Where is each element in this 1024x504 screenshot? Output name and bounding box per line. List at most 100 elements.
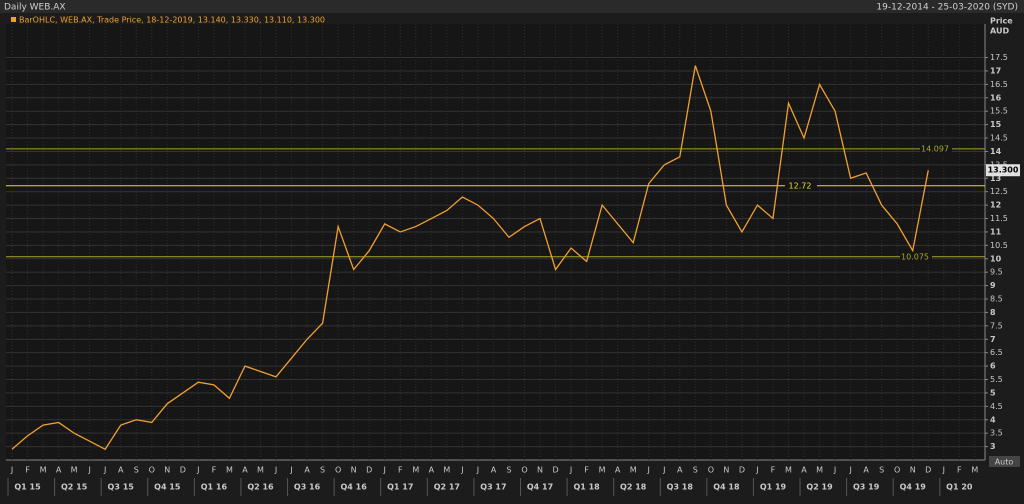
x-tick-label: O (521, 466, 527, 475)
quarter-label: Q4 16 (341, 483, 368, 492)
auto-button[interactable] (989, 456, 1020, 467)
x-tick-label: A (56, 466, 62, 475)
x-tick-label: J (460, 466, 463, 475)
x-tick-label: M (257, 466, 264, 475)
chart-title: Daily WEB.AX (4, 3, 66, 13)
x-tick-label: J (196, 466, 199, 475)
x-tick-label: J (942, 466, 945, 475)
quarter-label: Q3 18 (667, 483, 694, 492)
last-price-label: 13.300 (988, 166, 1019, 175)
y-tick-label: 16 (990, 93, 1002, 102)
x-tick-label: M (816, 466, 823, 475)
quarter-label: Q1 19 (760, 483, 787, 492)
y-tick-label: 7 (990, 335, 996, 344)
y-tick-label: 12 (990, 201, 1001, 210)
y-tick-label: 15 (990, 120, 1002, 129)
legend-swatch (11, 17, 16, 22)
y-tick-label: 11.5 (990, 214, 1008, 223)
quarter-label: Q1 15 (14, 483, 41, 492)
legend-entry: BarOHLC, WEB.AX, Trade Price, 18-12-2019… (19, 16, 325, 25)
x-tick-label: J (833, 466, 836, 475)
y-tick-label: 14.5 (990, 134, 1008, 143)
x-tick-label: S (506, 466, 511, 475)
x-tick-label: J (755, 466, 758, 475)
quarter-label: Q3 16 (294, 483, 321, 492)
quarter-label: Q1 18 (573, 483, 600, 492)
x-tick-label: O (335, 466, 341, 475)
y-tick-label: 11 (990, 227, 1002, 236)
y-tick-label: 17.5 (990, 53, 1008, 62)
y-tick-label: 9 (990, 281, 996, 290)
quarter-label: Q4 17 (527, 483, 553, 492)
price-line (11, 65, 929, 451)
x-tick-label: F (398, 466, 403, 475)
x-tick-label: A (615, 466, 621, 475)
y-tick-label: 14 (990, 147, 1002, 156)
x-tick-label: F (771, 466, 776, 475)
y-tick-label: 16.5 (990, 80, 1008, 89)
x-tick-label: O (149, 466, 155, 475)
x-tick-label: N (910, 466, 916, 475)
x-tick-label: N (351, 466, 357, 475)
x-tick-label: S (693, 466, 698, 475)
y-tick-label: 6 (990, 362, 996, 371)
x-tick-label: M (71, 466, 78, 475)
quarter-label: Q4 19 (900, 483, 927, 492)
y-tick-label: 10.5 (990, 241, 1008, 250)
y-tick-label: 3.5 (990, 429, 1003, 438)
plot-area (6, 24, 985, 460)
x-tick-label: F (584, 466, 589, 475)
level-label: 12.72 (789, 181, 812, 190)
quarter-label: Q2 16 (247, 483, 274, 492)
x-tick-label: J (87, 466, 90, 475)
quarter-label: Q1 20 (946, 483, 973, 492)
x-tick-label: A (242, 466, 248, 475)
x-tick-label: A (491, 466, 497, 475)
quarter-label: Q2 17 (434, 483, 460, 492)
x-tick-label: J (289, 466, 292, 475)
y-tick-label: 13 (990, 174, 1001, 183)
x-tick-label: J (274, 466, 277, 475)
last-price-box (986, 164, 1020, 177)
y-tick-label: 6.5 (990, 348, 1003, 357)
quarter-label: Q1 17 (387, 483, 413, 492)
header-bar (0, 0, 1024, 13)
level-label: 14.097 (921, 144, 949, 153)
y-tick-label: 17 (990, 66, 1001, 75)
x-tick-label: J (103, 466, 106, 475)
x-tick-label: O (708, 466, 714, 475)
x-tick-label: M (630, 466, 637, 475)
x-tick-label: F (212, 466, 217, 475)
y-tick-label: 4.5 (990, 402, 1003, 411)
x-tick-label: J (647, 466, 650, 475)
x-tick-label: A (118, 466, 124, 475)
y-tick-label: 8.5 (990, 295, 1003, 304)
y-tick-label: 5.5 (990, 375, 1003, 384)
quarter-label: Q2 19 (806, 483, 833, 492)
level-label-bg (900, 251, 932, 262)
x-tick-label: M (40, 466, 47, 475)
date-range: 19-12-2014 - 25-03-2020 (SYD) (876, 3, 1018, 13)
x-tick-label: M (971, 466, 978, 475)
y-tick-label: 8 (990, 308, 996, 317)
y-tick-label: 5 (990, 388, 996, 397)
x-tick-label: D (366, 466, 372, 475)
y-tick-label: 10 (990, 254, 1002, 263)
x-tick-label: J (383, 466, 386, 475)
x-tick-label: A (863, 466, 869, 475)
x-tick-label: F (957, 466, 962, 475)
x-tick-label: J (662, 466, 665, 475)
x-tick-label: N (164, 466, 170, 475)
x-tick-label: F (25, 466, 30, 475)
x-tick-label: A (677, 466, 683, 475)
y-tick-label: 9.5 (990, 268, 1003, 277)
x-tick-label: A (801, 466, 807, 475)
quarter-label: Q1 16 (201, 483, 228, 492)
x-tick-label: D (552, 466, 558, 475)
x-tick-label: S (320, 466, 325, 475)
level-label-bg (920, 143, 952, 154)
x-tick-label: S (879, 466, 884, 475)
auto-label[interactable]: Auto (995, 458, 1014, 467)
